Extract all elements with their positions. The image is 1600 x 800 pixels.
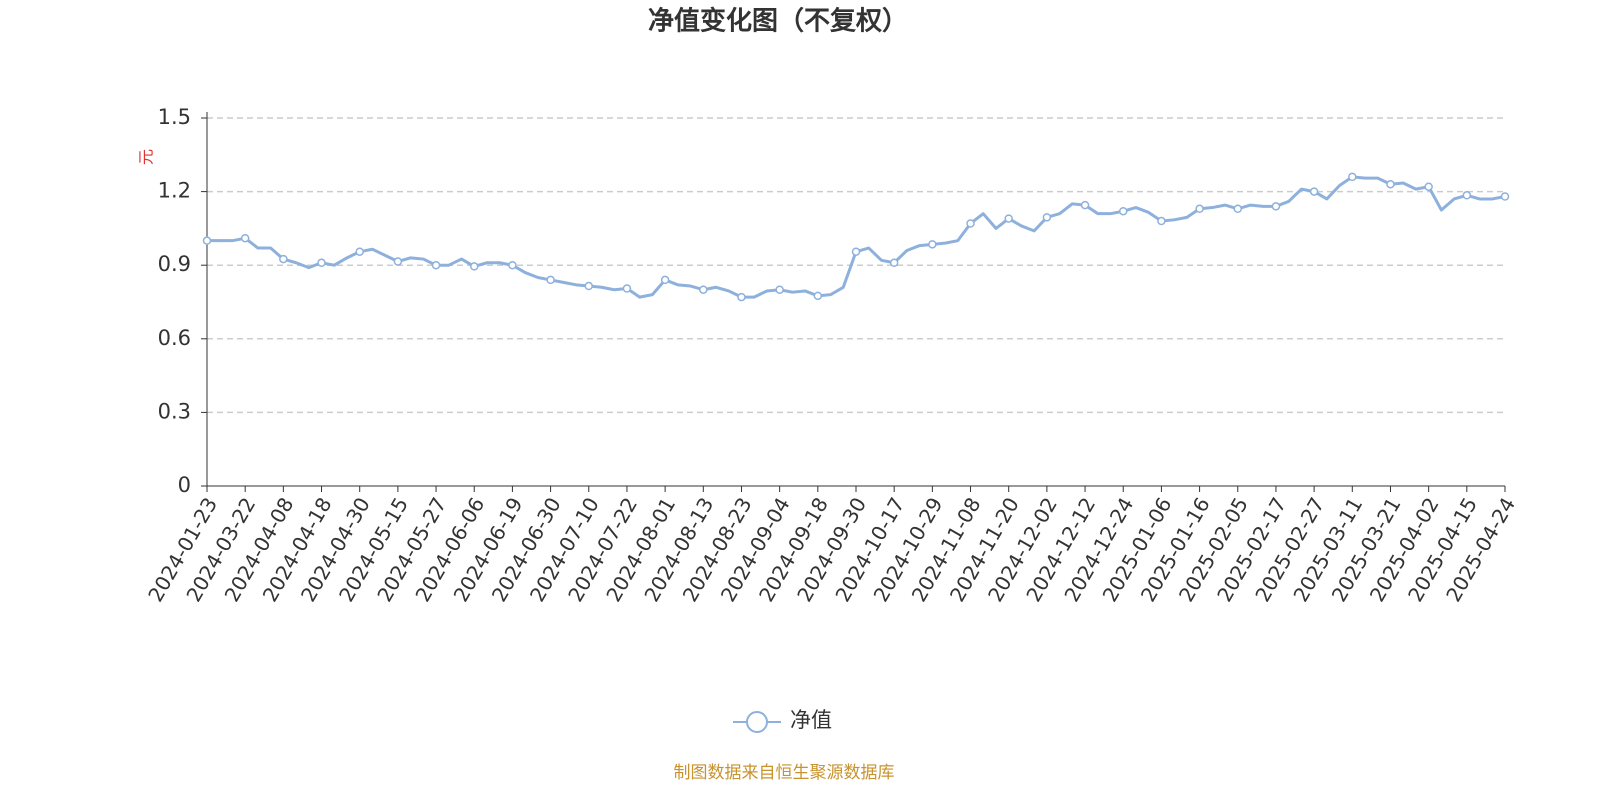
point [469,262,479,271]
point [737,292,746,302]
point [660,275,670,285]
point [240,233,250,243]
point [928,240,937,249]
line [207,175,1506,299]
point [813,291,823,301]
point [1042,213,1052,222]
point [202,236,212,245]
y-axis-label: 元 [137,149,156,165]
point [508,260,517,270]
point [317,258,326,267]
point [966,219,975,228]
point [1118,206,1128,216]
legend-marker [746,711,768,733]
point [1080,200,1090,210]
point [1348,172,1357,182]
y-tick-label: 1.2 [158,179,191,203]
point [622,284,632,293]
point [699,285,708,294]
point [775,285,784,294]
point [279,254,288,264]
point [889,258,899,267]
point [355,247,364,256]
point [393,257,403,266]
y-tick-label: 0 [178,473,191,497]
point [1386,179,1395,189]
y-tick-label: 0.6 [158,326,191,350]
legend-label: 净值 [790,708,832,732]
y-tick-label: 0.3 [158,399,191,423]
point [431,260,441,270]
point [584,281,594,291]
point [1004,214,1013,223]
chart-title: 净值变化图（不复权） [648,6,908,37]
point [1500,192,1510,201]
point [1157,216,1166,226]
y-tick-label: 1.5 [158,105,191,129]
point [546,275,555,285]
point [1462,191,1472,200]
point [1424,182,1433,191]
point [851,247,861,256]
y-tick-label: 0.9 [158,252,191,276]
footer: 制图数据来自恒生聚源数据库 [674,763,895,783]
point [1195,204,1204,214]
point [1271,202,1281,211]
point [1233,204,1243,214]
point [1309,187,1319,196]
